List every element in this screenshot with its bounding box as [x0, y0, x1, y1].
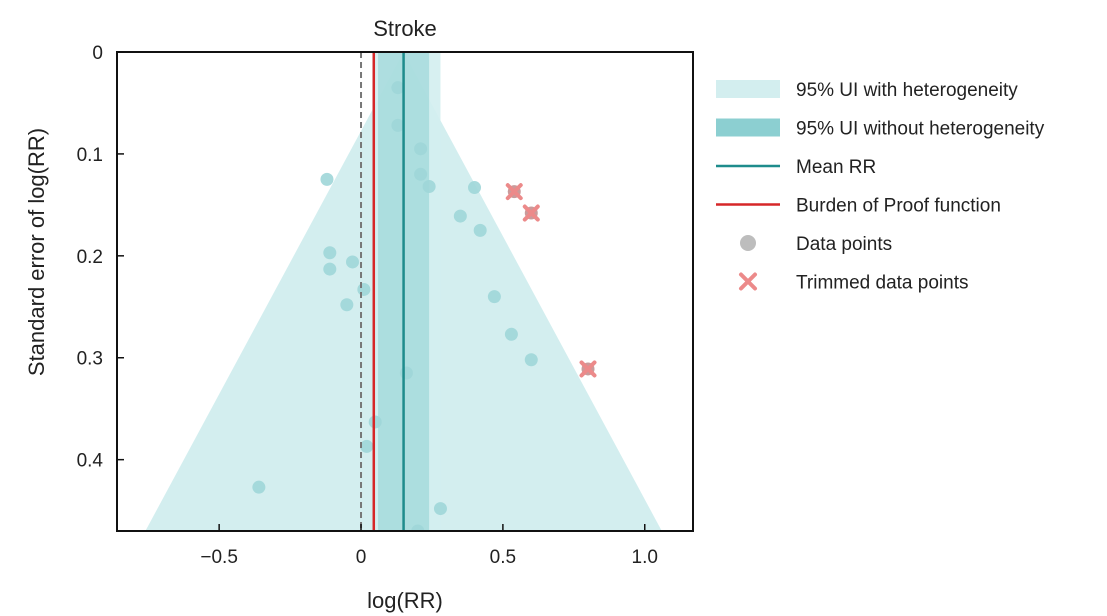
- legend: 95% UI with heterogeneity 95% UI without …: [716, 80, 1045, 294]
- data-point: [357, 282, 371, 296]
- y-tick-label: 0.3: [77, 349, 103, 370]
- legend-swatch-data-points: [740, 235, 756, 251]
- x-tick-label: 1.0: [632, 547, 658, 568]
- trimmed-data-point: [505, 183, 523, 201]
- trimmed-point-cross: [579, 360, 597, 378]
- data-point: [323, 246, 337, 260]
- data-point: [468, 181, 482, 195]
- y-tick-label: 0.4: [77, 451, 104, 472]
- legend-item-trimmed: Trimmed data points: [739, 272, 968, 294]
- legend-label: Burden of Proof function: [796, 196, 1001, 217]
- data-point: [504, 327, 518, 341]
- y-tick-label: 0.1: [77, 145, 103, 166]
- legend-swatch-ui-without-heterogeneity: [716, 118, 780, 137]
- axes: −0.5 0 0.5 1.0 0 0.1 0.2 0.3 0.4: [77, 43, 658, 568]
- legend-item-ui_het: 95% UI with heterogeneity: [716, 80, 1018, 101]
- legend-item-bop: Burden of Proof function: [716, 196, 1001, 217]
- data-point: [360, 439, 374, 453]
- data-point: [252, 480, 266, 494]
- legend-swatch-ui-with-heterogeneity: [716, 80, 780, 98]
- data-point: [346, 255, 360, 269]
- data-point: [414, 142, 428, 156]
- chart-title: Stroke: [373, 16, 437, 41]
- legend-swatch-trimmed-data-points: [739, 272, 757, 291]
- legend-label: 95% UI with heterogeneity: [796, 80, 1018, 101]
- x-tick-label: −0.5: [200, 547, 238, 568]
- data-point: [320, 172, 334, 186]
- trimmed-point-cross: [505, 183, 523, 201]
- data-marks: [252, 52, 597, 531]
- x-axis-label: log(RR): [367, 588, 443, 613]
- data-point: [323, 262, 337, 276]
- legend-item-points: Data points: [740, 234, 892, 255]
- y-axis-label: Standard error of log(RR): [24, 128, 49, 376]
- trimmed-data-point: [579, 360, 597, 378]
- data-point: [524, 353, 538, 367]
- legend-label: Mean RR: [796, 157, 876, 178]
- data-point: [391, 81, 405, 95]
- x-tick-label: 0.5: [490, 547, 516, 568]
- data-point: [473, 223, 487, 237]
- legend-label: 95% UI without heterogeneity: [796, 119, 1045, 140]
- data-point: [399, 366, 413, 380]
- data-point: [414, 167, 428, 181]
- legend-label: Trimmed data points: [796, 273, 968, 294]
- data-point: [340, 298, 354, 312]
- legend-item-ui_nohet: 95% UI without heterogeneity: [716, 118, 1045, 140]
- data-point: [422, 180, 436, 194]
- plot-frame: [116, 51, 694, 532]
- trimmed-data-point: [522, 204, 540, 222]
- data-point: [487, 290, 501, 304]
- trimmed-point-cross: [522, 204, 540, 222]
- data-point: [391, 118, 405, 132]
- data-point: [433, 502, 447, 516]
- y-tick-label: 0.2: [77, 247, 103, 268]
- legend-item-mean: Mean RR: [716, 157, 876, 178]
- data-point: [411, 524, 425, 531]
- data-point: [453, 209, 467, 223]
- x-tick-label: 0: [356, 547, 367, 568]
- legend-label: Data points: [796, 234, 892, 255]
- data-point: [368, 415, 382, 429]
- y-tick-label: 0: [92, 43, 103, 64]
